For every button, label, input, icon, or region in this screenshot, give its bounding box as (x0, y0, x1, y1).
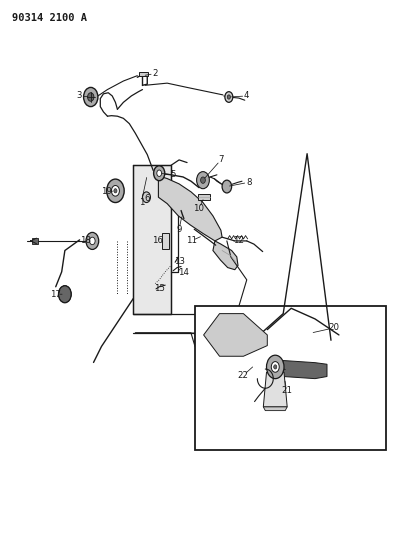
Text: 16: 16 (152, 237, 163, 245)
Circle shape (107, 179, 124, 203)
Polygon shape (213, 241, 238, 270)
Circle shape (86, 232, 99, 249)
Circle shape (142, 192, 150, 203)
Circle shape (267, 355, 284, 378)
Circle shape (154, 166, 165, 181)
Polygon shape (198, 194, 210, 200)
Circle shape (201, 177, 205, 183)
Circle shape (88, 93, 94, 101)
Circle shape (84, 87, 98, 107)
Polygon shape (283, 360, 327, 378)
Text: 6: 6 (144, 194, 150, 203)
Polygon shape (139, 72, 148, 76)
Text: 90314 2100 A: 90314 2100 A (12, 13, 87, 23)
Polygon shape (158, 176, 222, 241)
Text: 5: 5 (170, 171, 176, 179)
Circle shape (197, 172, 209, 189)
Text: 4: 4 (244, 92, 250, 100)
Circle shape (114, 189, 117, 193)
Polygon shape (32, 238, 38, 244)
Text: 20: 20 (329, 324, 340, 332)
Text: 21: 21 (281, 386, 292, 394)
Circle shape (271, 361, 279, 372)
Circle shape (274, 365, 277, 369)
Polygon shape (133, 165, 171, 314)
Text: 7: 7 (218, 156, 224, 164)
Circle shape (157, 170, 162, 176)
Text: 9: 9 (176, 225, 182, 233)
Circle shape (225, 92, 233, 102)
Text: 10: 10 (193, 205, 205, 213)
Text: 8: 8 (246, 178, 252, 187)
Text: 18: 18 (80, 237, 91, 245)
Bar (162, 233, 169, 249)
Circle shape (59, 286, 71, 303)
Circle shape (111, 185, 119, 196)
Text: 11: 11 (185, 237, 197, 245)
Text: 2: 2 (152, 69, 158, 78)
Polygon shape (263, 407, 287, 410)
Text: 3: 3 (77, 92, 82, 100)
Text: 14: 14 (178, 269, 189, 277)
Polygon shape (263, 372, 287, 407)
Text: 17: 17 (50, 290, 61, 298)
Circle shape (90, 237, 95, 245)
Circle shape (222, 180, 232, 193)
Bar (195, 306, 386, 450)
Text: 13: 13 (174, 257, 185, 265)
Text: 19: 19 (101, 188, 112, 196)
Circle shape (227, 95, 230, 99)
Text: 22: 22 (237, 372, 248, 380)
Text: 15: 15 (154, 285, 165, 293)
Polygon shape (204, 313, 267, 356)
Text: 12: 12 (233, 237, 244, 245)
Text: 1: 1 (139, 198, 144, 207)
